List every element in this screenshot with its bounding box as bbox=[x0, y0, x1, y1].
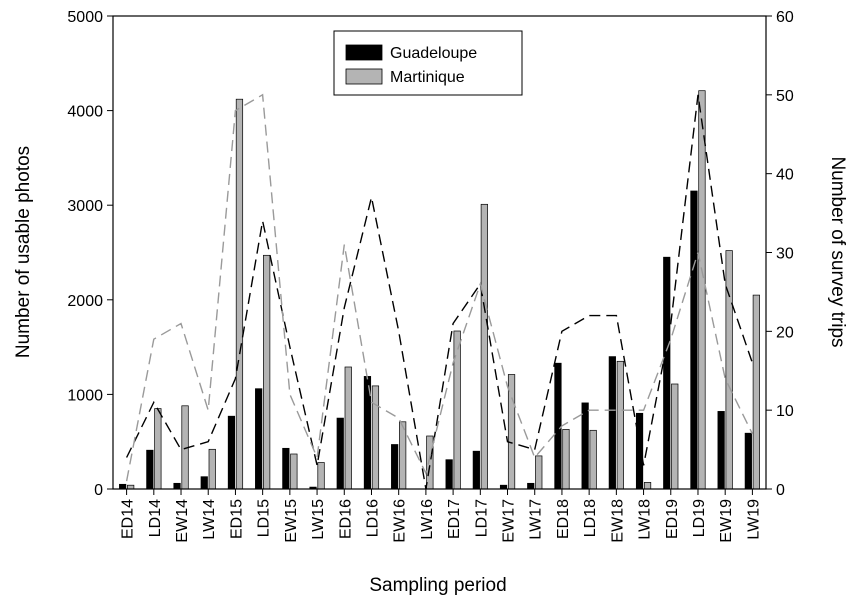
bar-martinique-lw18 bbox=[643, 482, 652, 490]
x-tick-label: LW16 bbox=[419, 499, 436, 540]
bar-martinique-ew16 bbox=[399, 421, 407, 490]
x-tick-label: LW17 bbox=[528, 499, 545, 540]
bar-guadeloupe-ld15 bbox=[255, 388, 263, 490]
bar-martinique-ed16 bbox=[344, 366, 352, 490]
survey-trips-line-black bbox=[125, 94, 754, 490]
x-tick-label: LD16 bbox=[365, 499, 382, 537]
left-axis: 0 1000 2000 3000 4000 5000 bbox=[67, 9, 113, 499]
lines-layer bbox=[125, 93, 754, 490]
bar-guadeloupe-ld18 bbox=[581, 402, 589, 490]
left-tick-label: 5000 bbox=[67, 9, 103, 26]
x-tick-label: LD14 bbox=[147, 499, 164, 537]
bar-guadeloupe-ew19 bbox=[717, 411, 725, 490]
x-tick-label: LW19 bbox=[745, 499, 762, 540]
legend-swatch-guadeloupe bbox=[345, 44, 383, 61]
right-tick-label: 0 bbox=[776, 482, 785, 499]
bar-martinique-ed19 bbox=[671, 383, 679, 490]
x-axis: ED14 LD14 EW14 LW14 ED15 LD15 EW15 LW15 ED16 LD16… bbox=[120, 489, 762, 543]
x-tick-label: EW17 bbox=[501, 499, 518, 543]
bar-guadeloupe-ew18 bbox=[608, 356, 616, 490]
bar-martinique-lw14 bbox=[208, 448, 216, 490]
bar-guadeloupe-ew14 bbox=[173, 482, 181, 490]
legend-label-guadeloupe: Guadeloupe bbox=[390, 45, 477, 62]
x-tick-label: LD18 bbox=[582, 499, 599, 537]
right-axis: 0 10 20 30 40 50 60 bbox=[766, 9, 794, 499]
x-tick-label: LD19 bbox=[691, 499, 708, 537]
right-tick-label: 40 bbox=[776, 167, 794, 184]
bar-guadeloupe-ew16 bbox=[391, 444, 399, 490]
bar-guadeloupe-ld14 bbox=[146, 449, 154, 490]
x-tick-label: ED16 bbox=[337, 499, 354, 539]
bar-guadeloupe-ed17 bbox=[445, 459, 453, 490]
survey-trips-line-gray bbox=[125, 93, 754, 482]
bar-martinique-ew15 bbox=[290, 453, 298, 490]
x-tick-label: EW18 bbox=[609, 499, 626, 543]
y-axis-title-right: Number of survey trips bbox=[827, 156, 846, 347]
x-tick-label: LW14 bbox=[201, 499, 218, 540]
bar-guadeloupe-ed15 bbox=[227, 415, 236, 490]
x-tick-label: LD15 bbox=[256, 499, 273, 537]
x-tick-label: ED14 bbox=[120, 499, 137, 539]
x-tick-label: LW15 bbox=[310, 499, 327, 540]
y-axis-title-left: Number of usable photos bbox=[13, 146, 34, 358]
right-tick-label: 10 bbox=[776, 403, 794, 420]
right-tick-label: 60 bbox=[776, 9, 794, 26]
bar-martinique-ed15 bbox=[235, 98, 244, 490]
x-tick-label: EW14 bbox=[174, 499, 191, 543]
bar-guadeloupe-ld19 bbox=[690, 190, 698, 490]
bar-martinique-lw17 bbox=[535, 455, 543, 490]
x-tick-label: EW16 bbox=[392, 499, 409, 543]
bar-guadeloupe-ed18 bbox=[554, 362, 562, 490]
left-tick-label: 3000 bbox=[67, 198, 103, 215]
bar-martinique-ld17 bbox=[480, 203, 488, 490]
bars-layer bbox=[119, 90, 760, 490]
x-tick-label: ED15 bbox=[228, 499, 245, 539]
right-tick-label: 20 bbox=[776, 324, 794, 341]
x-tick-label: LW18 bbox=[637, 499, 654, 540]
bar-guadeloupe-lw19 bbox=[744, 432, 752, 490]
bar-martinique-ld14 bbox=[154, 408, 162, 490]
bar-guadeloupe-ld17 bbox=[472, 450, 480, 490]
bar-guadeloupe-ed14 bbox=[119, 483, 127, 490]
bar-martinique-ld19 bbox=[698, 90, 706, 490]
x-tick-label: LD17 bbox=[473, 499, 490, 537]
bar-martinique-lw16 bbox=[426, 435, 434, 490]
bar-martinique-ld16 bbox=[371, 385, 380, 490]
bar-martinique-ld18 bbox=[589, 429, 597, 490]
right-tick-label: 30 bbox=[776, 246, 794, 263]
x-tick-label: EW19 bbox=[718, 499, 735, 543]
bar-guadeloupe-lw18 bbox=[635, 412, 644, 490]
left-tick-label: 0 bbox=[94, 482, 103, 499]
right-tick-label: 50 bbox=[776, 88, 794, 105]
x-tick-label: ED18 bbox=[555, 499, 572, 539]
bar-martinique-ed17 bbox=[453, 330, 461, 490]
x-tick-label: ED17 bbox=[446, 499, 463, 539]
left-tick-label: 4000 bbox=[67, 104, 103, 121]
bar-martinique-ew19 bbox=[725, 250, 733, 490]
bar-martinique-ed18 bbox=[562, 429, 570, 490]
bar-martinique-lw19 bbox=[752, 294, 760, 490]
bar-martinique-lw15 bbox=[317, 462, 325, 490]
bar-martinique-ld15 bbox=[263, 254, 271, 490]
bar-guadeloupe-ew15 bbox=[282, 447, 290, 490]
bar-guadeloupe-lw14 bbox=[200, 476, 208, 490]
legend: Guadeloupe Martinique bbox=[333, 30, 523, 96]
x-axis-title: Sampling period bbox=[369, 575, 506, 596]
left-tick-label: 2000 bbox=[67, 293, 103, 310]
x-tick-label: ED19 bbox=[664, 499, 681, 539]
bar-guadeloupe-lw17 bbox=[527, 482, 535, 490]
x-tick-label: EW15 bbox=[283, 499, 300, 543]
bar-martinique-ew18 bbox=[616, 360, 624, 490]
legend-label-martinique: Martinique bbox=[390, 69, 465, 86]
bar-guadeloupe-ed19 bbox=[663, 256, 671, 490]
bar-guadeloupe-ed16 bbox=[336, 417, 344, 490]
legend-swatch-martinique bbox=[345, 68, 383, 85]
left-tick-label: 1000 bbox=[67, 387, 103, 404]
